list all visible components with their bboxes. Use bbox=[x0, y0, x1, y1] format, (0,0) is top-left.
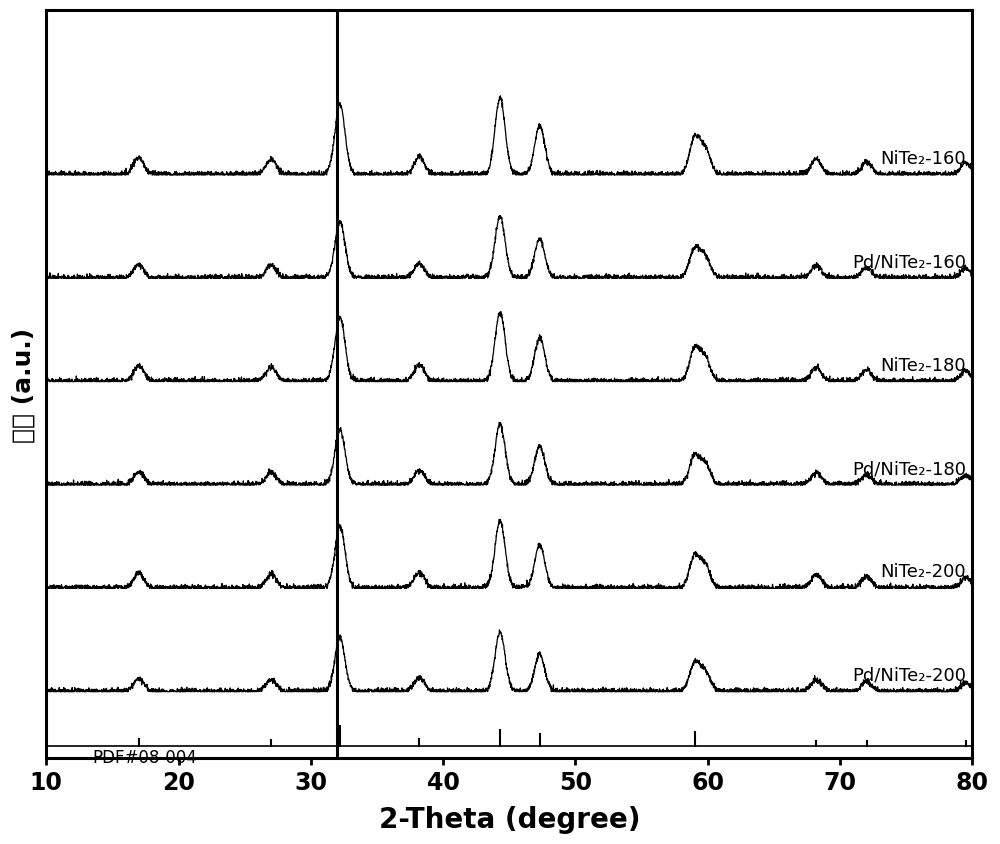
Text: NiTe₂-200: NiTe₂-200 bbox=[880, 563, 966, 581]
Text: Pd/NiTe₂-200: Pd/NiTe₂-200 bbox=[852, 666, 966, 684]
Text: Pd/NiTe₂-180: Pd/NiTe₂-180 bbox=[852, 459, 966, 478]
Text: NiTe₂-180: NiTe₂-180 bbox=[880, 356, 966, 374]
Y-axis label: 强度 (a.u.): 强度 (a.u.) bbox=[11, 327, 35, 442]
X-axis label: 2-Theta (degree): 2-Theta (degree) bbox=[379, 805, 640, 833]
Text: Pd/NiTe₂-160: Pd/NiTe₂-160 bbox=[852, 253, 966, 271]
Text: PDF#08-004: PDF#08-004 bbox=[93, 749, 197, 766]
Text: NiTe₂-160: NiTe₂-160 bbox=[880, 149, 966, 168]
